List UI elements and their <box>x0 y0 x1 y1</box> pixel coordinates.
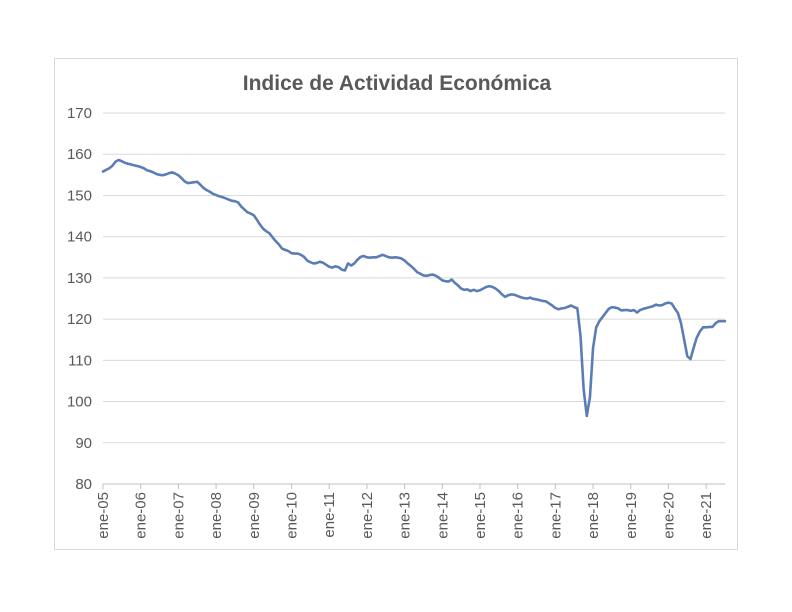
x-tick-label: ene-13 <box>397 492 414 539</box>
x-tick-label: ene-15 <box>472 492 489 539</box>
x-tick-label: ene-11 <box>321 492 338 538</box>
chart-title: Indice de Actividad Económica <box>243 72 552 95</box>
x-tick-label: ene-05 <box>95 492 112 539</box>
x-tick-label: ene-06 <box>133 492 150 539</box>
y-tick-label: 170 <box>67 105 92 122</box>
y-tick-label: 130 <box>67 270 92 287</box>
y-tick-label: 110 <box>68 352 92 369</box>
y-tick-label: 140 <box>67 229 92 246</box>
y-axis-tick-labels: 170 160 150 140 130 120 110 100 90 80 <box>67 105 92 493</box>
x-tick-label: ene-10 <box>283 492 300 539</box>
x-tick-label: ene-20 <box>660 492 677 539</box>
x-tick-label: ene-19 <box>623 492 640 539</box>
y-tick-label: 150 <box>67 187 92 204</box>
y-tick-label: 90 <box>75 435 92 452</box>
chart-frame: Indice de Actividad Económica 170 160 150 1… <box>54 58 738 550</box>
x-tick-label: ene-14 <box>434 492 451 539</box>
x-tick-label: ene-12 <box>359 492 376 539</box>
y-tick-label: 100 <box>67 394 92 411</box>
x-tick-label: ene-07 <box>170 492 187 539</box>
x-tick-label: ene-18 <box>585 492 602 539</box>
x-axis <box>102 483 725 489</box>
y-tick-label: 120 <box>67 311 92 328</box>
x-axis-tick-labels: ene-05 ene-06 ene-07 ene-08 ene-09 ene-10 ene-… <box>95 492 715 539</box>
series-layer <box>101 158 727 418</box>
x-tick-label: ene-17 <box>547 492 564 539</box>
gridlines <box>103 112 725 444</box>
series-line <box>101 158 727 418</box>
line-chart: Indice de Actividad Económica 1701601501… <box>67 72 727 539</box>
x-tick-label: ene-21 <box>698 492 715 539</box>
x-tick-label: ene-16 <box>510 492 527 539</box>
x-tick-label: ene-09 <box>246 492 263 539</box>
x-tick-label: ene-08 <box>208 492 225 539</box>
y-tick-label: 160 <box>67 146 92 163</box>
y-tick-label: 80 <box>75 476 92 493</box>
